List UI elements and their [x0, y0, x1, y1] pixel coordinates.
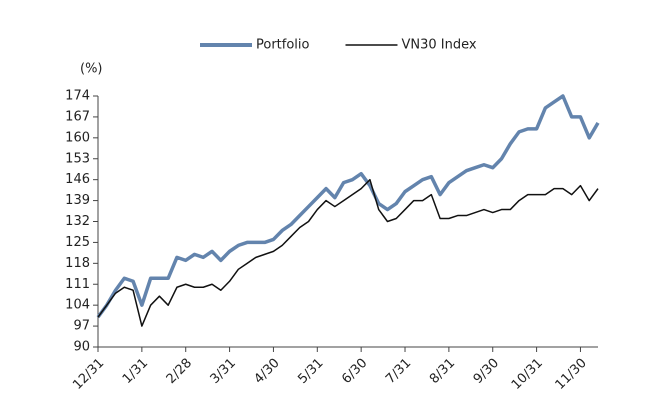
- y-tick-label: 104: [65, 298, 90, 313]
- x-tick-label: 2/28: [164, 356, 195, 387]
- x-tick-label: 11/30: [553, 356, 590, 393]
- x-tick-label: 7/31: [383, 356, 414, 387]
- legend-label: Portfolio: [256, 38, 310, 53]
- y-tick-label: 118: [65, 256, 90, 271]
- y-tick-label: 160: [65, 130, 90, 145]
- x-tick-label: 9/30: [471, 356, 502, 387]
- x-tick-label: 5/31: [295, 356, 326, 387]
- x-tick-label: 3/31: [208, 356, 239, 387]
- legend-label: VN30 Index: [401, 38, 476, 53]
- y-tick-label: 174: [65, 89, 90, 104]
- x-tick-label: 10/31: [509, 356, 546, 393]
- y-tick-label: 146: [65, 172, 90, 187]
- y-tick-label: 132: [65, 214, 90, 229]
- y-tick-label: 153: [65, 151, 90, 166]
- y-tick-label: 111: [65, 277, 90, 292]
- y-tick-label: 167: [65, 109, 90, 124]
- y-tick-label: 97: [73, 319, 90, 334]
- series-line: [96, 94, 600, 319]
- y-tick-label: 139: [65, 193, 90, 208]
- x-tick-label: 6/30: [339, 356, 370, 387]
- x-tick-label: 1/31: [120, 356, 151, 387]
- y-axis-label: (%): [80, 62, 103, 77]
- y-tick-label: 90: [73, 340, 90, 355]
- x-tick-label: 12/31: [70, 356, 107, 393]
- y-tick-label: 125: [65, 235, 90, 250]
- series-line: [97, 178, 599, 327]
- x-tick-label: 4/30: [251, 356, 282, 387]
- x-tick-label: 8/31: [427, 356, 458, 387]
